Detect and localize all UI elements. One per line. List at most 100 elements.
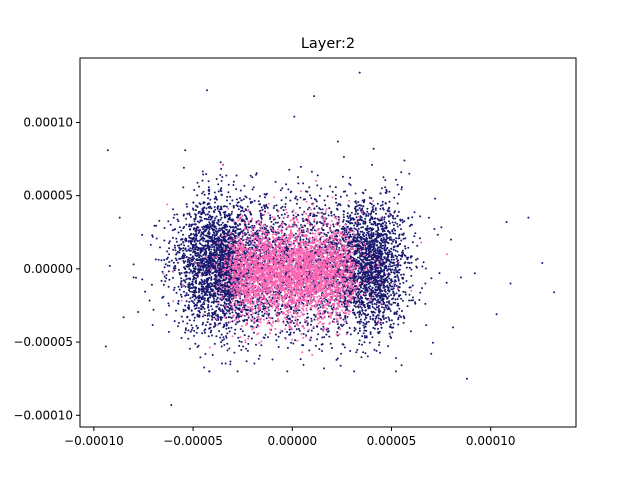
series-1-point xyxy=(196,194,199,197)
series-1-point xyxy=(433,228,436,230)
series-1-point xyxy=(213,342,216,345)
series-1-point xyxy=(221,261,224,264)
series-1-point xyxy=(385,191,388,194)
series-1-point xyxy=(357,290,360,293)
series-1-point xyxy=(267,336,269,339)
series-1-point xyxy=(413,211,416,214)
series-1-point xyxy=(194,218,197,220)
series-1-point xyxy=(383,271,386,274)
series-1-point xyxy=(231,199,234,202)
series-1-point xyxy=(319,237,322,240)
series-1-point xyxy=(182,310,185,313)
series-1-point xyxy=(346,233,349,236)
series-1-point xyxy=(361,230,364,233)
series-1-point xyxy=(192,228,195,231)
series-1-point xyxy=(220,216,223,219)
series-1-point xyxy=(277,214,279,217)
series-1-point xyxy=(288,328,291,331)
series-1-point xyxy=(401,249,404,252)
series-1-point xyxy=(302,238,305,241)
series-1-point xyxy=(309,232,312,235)
series-1-point xyxy=(207,186,210,189)
series-1-point xyxy=(310,329,313,332)
series-1-point xyxy=(390,242,393,245)
series-1-point xyxy=(362,213,365,216)
series-1-point xyxy=(219,273,221,276)
series-1-point xyxy=(373,270,376,273)
series-1-point xyxy=(200,216,203,219)
series-1-point xyxy=(213,316,216,319)
series-1-point xyxy=(346,315,349,318)
series-1-point xyxy=(204,240,207,243)
series-1-point xyxy=(370,294,373,297)
series-1-point xyxy=(251,188,254,191)
series-1-point xyxy=(229,202,232,205)
series-1-point xyxy=(398,307,401,310)
series-1-point xyxy=(230,212,233,215)
series-1-point xyxy=(355,351,358,354)
series-1-point xyxy=(343,229,346,232)
series-1-point xyxy=(385,317,387,319)
series-1-point xyxy=(396,225,399,228)
series-1-point xyxy=(410,261,413,264)
series-1-point xyxy=(243,210,245,213)
series-1-point xyxy=(363,232,366,234)
series-1-point xyxy=(285,196,287,199)
series-1-point xyxy=(377,332,380,335)
series-1-point xyxy=(317,255,320,258)
series-1-point xyxy=(223,213,226,216)
series-1-point xyxy=(394,229,397,232)
series-1-point xyxy=(339,364,342,367)
series-1-point xyxy=(385,320,388,323)
series-1-point xyxy=(185,278,188,281)
series-1-point xyxy=(378,241,381,244)
series-1-point xyxy=(373,327,376,330)
series-1-point xyxy=(201,332,204,335)
series-1-point xyxy=(204,285,207,288)
series-1-point xyxy=(182,166,185,169)
series-1-point xyxy=(332,225,335,228)
series-1-point xyxy=(396,255,399,258)
series-1-point xyxy=(318,194,321,197)
series-1-point xyxy=(383,220,386,223)
series-1-point xyxy=(388,318,391,320)
series-1-point xyxy=(219,304,222,307)
series-1-point xyxy=(410,223,412,226)
series-1-point xyxy=(256,234,259,237)
series-1-point xyxy=(181,257,184,260)
series-1-point xyxy=(188,319,191,322)
series-1-point xyxy=(282,209,285,212)
series-1-point xyxy=(363,313,366,315)
series-1-point xyxy=(255,173,257,176)
series-1-point xyxy=(390,239,393,241)
series-1-point xyxy=(400,316,402,318)
series-1-point xyxy=(199,300,202,303)
series-1-point xyxy=(324,246,327,249)
series-1-point xyxy=(221,264,224,267)
series-1-point xyxy=(391,268,394,271)
series-1-point xyxy=(190,249,192,252)
series-1-point xyxy=(219,161,222,164)
series-1-point xyxy=(202,239,205,242)
series-1-point xyxy=(353,304,356,307)
series-1-point xyxy=(290,190,293,193)
series-1-point xyxy=(271,358,274,361)
series-1-point xyxy=(203,307,206,310)
series-1-point xyxy=(398,237,401,240)
series-1-point xyxy=(184,285,187,288)
series-1-point xyxy=(265,225,268,228)
series-1-point xyxy=(367,232,370,235)
series-1-point xyxy=(219,218,222,221)
series-1-point xyxy=(380,187,383,190)
series-1-point xyxy=(362,332,365,335)
series-1-point xyxy=(310,197,313,200)
series-1-point xyxy=(194,213,197,216)
series-1-point xyxy=(411,216,414,219)
series-1-point xyxy=(184,331,187,334)
series-1-point xyxy=(334,194,337,197)
series-1-point xyxy=(224,362,227,365)
series-1-point xyxy=(396,250,399,253)
series-1-point xyxy=(395,292,398,295)
series-1-point xyxy=(292,342,295,345)
series-1-point xyxy=(381,216,384,219)
